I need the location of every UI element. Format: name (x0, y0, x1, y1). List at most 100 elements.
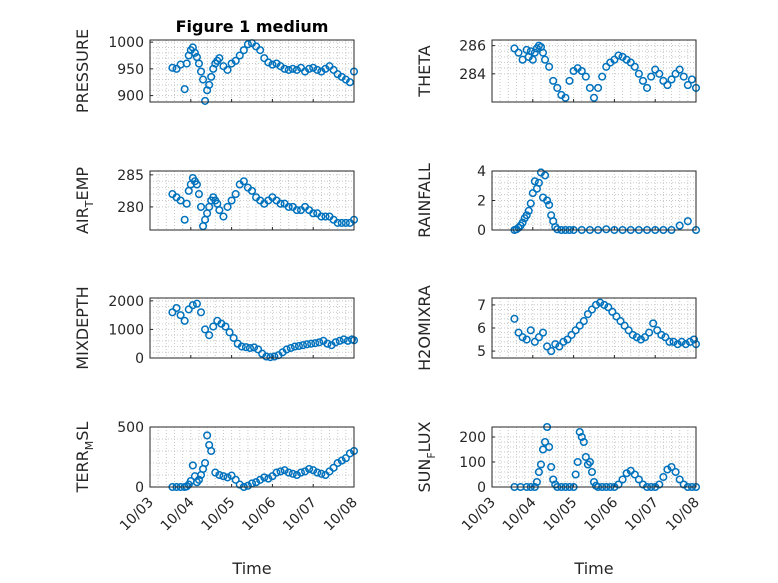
pressure-point (239, 46, 248, 55)
terr-msl-point (288, 469, 297, 478)
pressure-point (168, 63, 177, 72)
h2omixra-point (530, 337, 539, 346)
terr-msl-point (252, 478, 261, 487)
sun-flux-point (532, 477, 541, 487)
terr-msl-point (305, 464, 314, 474)
terr-msl-point (296, 468, 306, 477)
rainfall-point (675, 221, 684, 230)
h2omixra-point (571, 326, 580, 335)
terr-msl-point (243, 481, 252, 490)
sun-flux-xtick-label: 10/05 (541, 495, 581, 535)
air-temp-point (292, 206, 301, 215)
mixdepth-point (180, 316, 189, 325)
h2omixra-ylabel: H2OMIXRA (415, 285, 434, 371)
sun-flux-point (659, 472, 668, 482)
theta-point (671, 69, 680, 78)
mixdepth-point (335, 336, 344, 345)
h2omixra-point (587, 305, 597, 314)
theta-point (630, 62, 639, 71)
rainfall-point (543, 196, 552, 205)
h2omixra-point (649, 319, 658, 328)
h2omixra-point (538, 328, 548, 337)
pressure-ytick-label: 950 (117, 62, 144, 78)
mixdepth-point (307, 339, 316, 348)
h2omixra-point (636, 335, 645, 344)
air-temp-point (196, 202, 206, 211)
air-temp-point (192, 180, 201, 189)
rainfall-frame (491, 170, 697, 231)
mixdepth-point (249, 343, 259, 352)
h2omixra-point (661, 333, 670, 342)
rainfall-point (524, 206, 533, 215)
axes-air-temp: 280 285 AIRTEMP (73, 167, 359, 234)
theta-point (655, 69, 664, 78)
theta-point (514, 48, 523, 57)
sun-flux-xtick-label: 10/03 (459, 495, 499, 535)
sun-flux-frame (491, 426, 697, 488)
air-temp-point (333, 218, 342, 227)
terr-msl-point (203, 431, 212, 440)
theta-ylabel: THETA (415, 45, 434, 97)
rainfall-point (545, 200, 554, 209)
pressure-point (345, 78, 354, 87)
mixdepth-point (229, 333, 238, 343)
air-temp-point (215, 206, 224, 215)
terr-msl-point (223, 473, 232, 482)
rainfall-point (518, 218, 527, 227)
h2omixra-point (555, 342, 564, 351)
terr-msl-point (227, 471, 236, 480)
h2omixra-point (653, 326, 662, 335)
terr-msl-point (300, 467, 310, 476)
theta-point (594, 83, 603, 92)
terr-msl-point (280, 466, 289, 475)
sun-flux-ytick-label: 100 (459, 455, 486, 471)
pressure-point (260, 54, 269, 63)
pressure-ylabel: PRESSURE (73, 29, 92, 113)
mixdepth-point (282, 345, 291, 354)
mixdepth-point (339, 335, 348, 344)
sun-flux-point (540, 437, 550, 447)
air-temp-point (194, 190, 204, 199)
h2omixra-point (583, 310, 592, 319)
mixdepth-point (266, 353, 275, 362)
terr-msl-ytick-label: 500 (117, 420, 144, 436)
h2omixra-point (575, 321, 584, 330)
terr-msl-xtick-label: 10/07 (280, 495, 320, 535)
mixdepth-point (225, 328, 234, 337)
theta-point (679, 72, 688, 81)
axes-theta: 284 286 THETA (415, 39, 701, 103)
h2omixra-point (624, 326, 633, 335)
pressure-point (280, 64, 289, 73)
sun-flux-point (675, 475, 684, 484)
axes-mixdepth: 0 1000 2000 MIXDEPTH (73, 286, 359, 370)
h2omixra-frame (491, 297, 697, 359)
theta-point (530, 48, 539, 57)
sun-flux-point (614, 480, 623, 489)
terr-msl-point (260, 473, 269, 482)
air-temp-ytick-label: 285 (117, 168, 144, 184)
mixdepth-point (290, 342, 299, 351)
terr-msl-point (256, 475, 265, 484)
terr-msl-point (341, 454, 350, 463)
h2omixra-point (620, 321, 629, 330)
terr-msl-frame (149, 426, 355, 488)
terr-msl-point (276, 467, 285, 476)
theta-point (634, 69, 643, 78)
h2omixra-point (608, 307, 617, 316)
theta-point (638, 76, 648, 85)
sun-flux-ylabel: SUNFLUX (415, 421, 438, 492)
theta-point (577, 66, 586, 76)
sun-flux-point (547, 462, 556, 472)
h2omixra-point (628, 330, 637, 339)
h2omixra-point (518, 333, 527, 342)
mixdepth-point (168, 308, 177, 317)
air-temp-point (309, 209, 318, 218)
theta-point (553, 83, 562, 92)
mixdepth-point (188, 301, 197, 310)
mixdepth-point (323, 339, 332, 348)
sun-flux-point (655, 480, 664, 489)
mixdepth-point (245, 343, 255, 353)
pressure-point (205, 80, 214, 89)
theta-point (549, 76, 558, 85)
